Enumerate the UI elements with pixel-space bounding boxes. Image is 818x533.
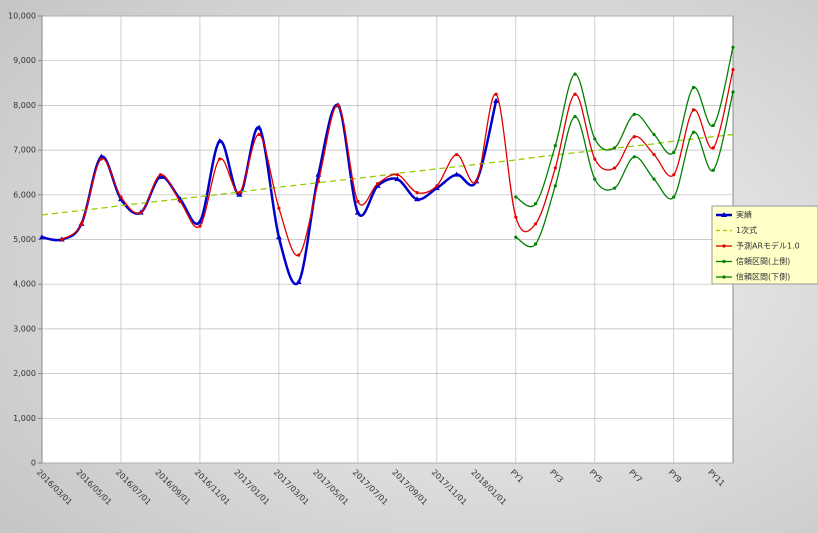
marker — [652, 132, 656, 137]
marker — [237, 190, 242, 195]
marker — [593, 137, 597, 141]
marker — [98, 153, 105, 159]
marker — [435, 184, 439, 188]
marker — [652, 177, 656, 181]
y-tick-label: 7,000 — [13, 146, 36, 155]
marker — [573, 114, 577, 119]
y-tick-label: 0 — [31, 459, 36, 468]
marker — [514, 215, 518, 219]
marker — [691, 130, 696, 134]
y-tick-label: 8,000 — [13, 101, 36, 110]
marker — [514, 235, 518, 239]
legend-label: 信頼区間(上側) — [736, 256, 790, 266]
y-tick-label: 3,000 — [13, 324, 36, 333]
marker — [672, 173, 676, 177]
marker — [711, 168, 715, 172]
marker — [691, 108, 696, 112]
marker — [553, 166, 557, 170]
marker — [672, 150, 676, 154]
marker — [376, 182, 380, 186]
y-tick-label: 2,000 — [13, 369, 36, 378]
marker — [474, 179, 478, 183]
marker — [256, 124, 263, 130]
marker — [672, 195, 676, 199]
y-tick-label: 4,000 — [13, 280, 36, 289]
marker — [198, 224, 202, 228]
marker — [593, 157, 597, 161]
marker — [453, 171, 460, 177]
marker — [632, 155, 636, 159]
marker — [691, 85, 696, 90]
marker — [374, 182, 381, 188]
legend-label: 1次式 — [736, 225, 757, 235]
marker — [178, 199, 182, 204]
marker — [236, 191, 243, 197]
marker — [316, 179, 320, 183]
marker — [395, 173, 399, 177]
marker — [336, 103, 340, 107]
marker — [216, 138, 223, 144]
marker — [533, 242, 538, 246]
marker — [257, 132, 261, 137]
marker — [433, 185, 440, 191]
marker — [356, 199, 360, 204]
marker — [711, 146, 715, 150]
marker — [711, 123, 715, 128]
marker — [275, 234, 282, 240]
marker — [295, 278, 302, 284]
legend-label: 予測ARモデル1.0 — [736, 241, 800, 251]
marker — [414, 196, 421, 202]
marker — [277, 206, 281, 210]
marker — [493, 97, 500, 103]
marker — [612, 146, 617, 150]
y-tick-label: 1,000 — [13, 414, 36, 423]
marker — [60, 237, 64, 242]
marker — [394, 176, 401, 182]
legend-marker — [721, 212, 727, 217]
marker — [533, 202, 538, 206]
marker — [157, 173, 164, 179]
marker — [39, 234, 45, 240]
legend-marker — [722, 244, 726, 248]
marker — [455, 152, 459, 157]
marker — [354, 209, 361, 215]
marker — [632, 112, 636, 116]
marker — [514, 195, 518, 199]
marker — [731, 68, 735, 72]
y-tick-label: 6,000 — [13, 190, 36, 199]
marker — [218, 157, 222, 161]
marker — [533, 222, 538, 226]
y-tick-label: 5,000 — [13, 235, 36, 244]
marker — [494, 92, 498, 96]
marker — [612, 186, 617, 190]
marker — [553, 184, 557, 188]
marker — [119, 195, 123, 199]
y-tick-label: 9,000 — [13, 56, 36, 65]
marker — [652, 152, 656, 157]
marker — [139, 211, 143, 215]
marker — [731, 45, 735, 49]
marker — [297, 253, 301, 257]
marker — [158, 173, 163, 177]
marker — [593, 177, 597, 181]
legend-label: 実績 — [736, 210, 752, 220]
marker — [632, 135, 636, 139]
y-tick-label: 10,000 — [8, 12, 36, 21]
legend-marker — [722, 275, 726, 279]
marker — [553, 144, 557, 148]
marker — [415, 190, 419, 195]
marker — [731, 90, 735, 94]
legend-box — [711, 205, 818, 285]
marker — [573, 72, 577, 76]
marker — [79, 222, 84, 226]
marker — [573, 92, 577, 96]
marker — [99, 157, 103, 161]
legend-marker — [722, 259, 726, 264]
marker — [612, 166, 617, 170]
legend-label: 信頼区間(下側) — [736, 272, 790, 282]
